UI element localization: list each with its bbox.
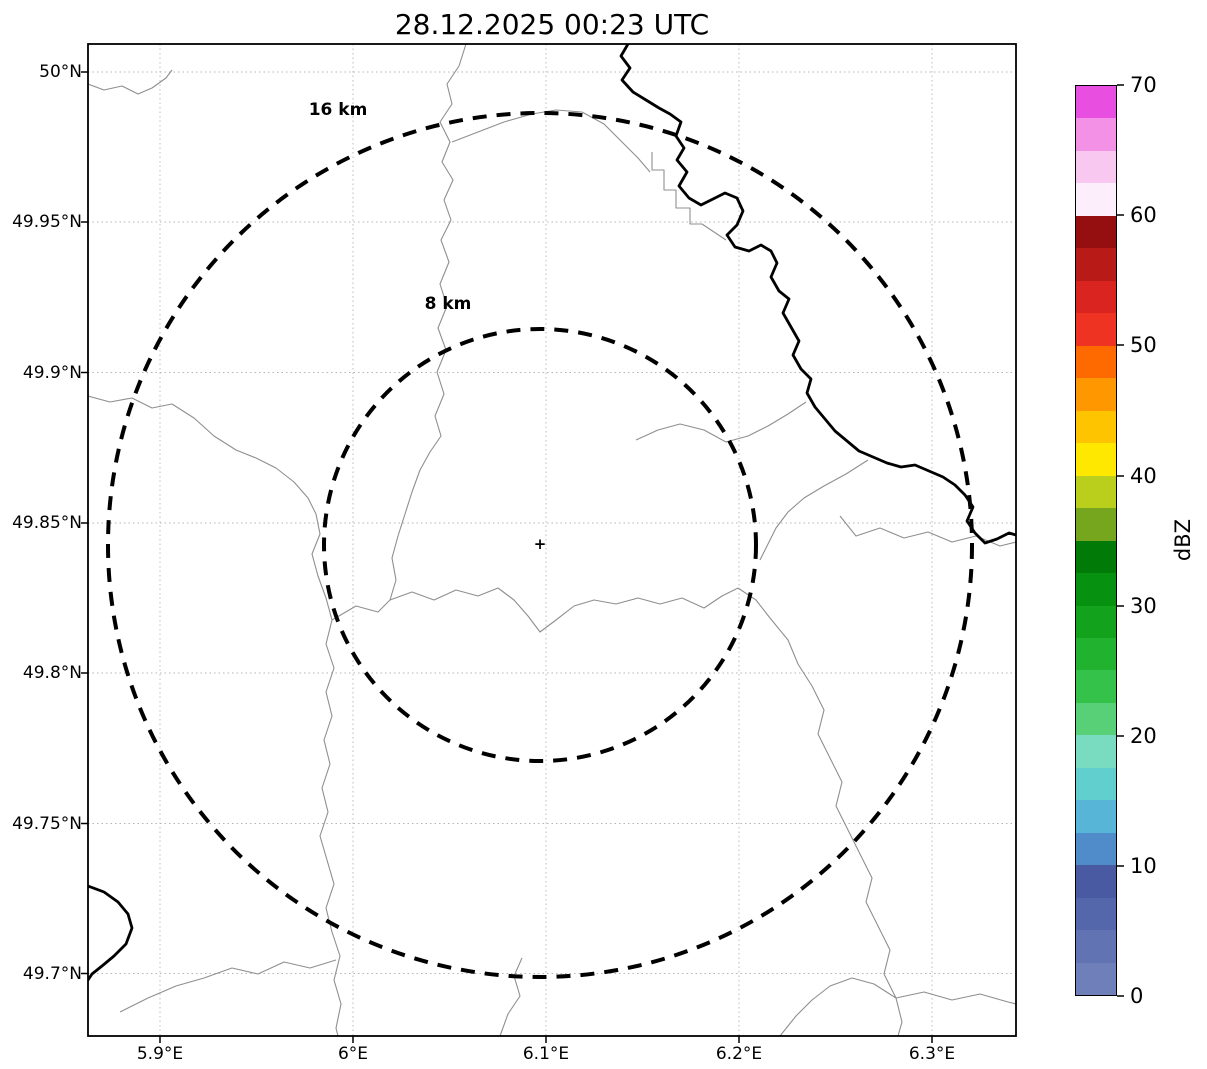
colorbar-segment bbox=[1076, 897, 1116, 931]
colorbar-segment bbox=[1076, 280, 1116, 314]
radar-site-marker: + bbox=[533, 535, 547, 553]
colorbar-segment bbox=[1076, 767, 1116, 801]
colorbar-segment bbox=[1076, 183, 1116, 216]
x-tick-label: 6.3°E bbox=[908, 1044, 956, 1064]
colorbar-segment bbox=[1076, 637, 1116, 671]
y-tick-label: 49.95°N bbox=[12, 212, 82, 232]
colorbar-segment bbox=[1076, 605, 1116, 638]
colorbar-segment bbox=[1076, 832, 1116, 866]
colorbar-gradient bbox=[1075, 85, 1117, 996]
colorbar-segment bbox=[1076, 670, 1116, 703]
colorbar-segment bbox=[1076, 86, 1116, 119]
x-tick-label: 6.1°E bbox=[522, 1044, 570, 1064]
x-tick-label: 6.2°E bbox=[715, 1044, 763, 1064]
colorbar-segment bbox=[1076, 930, 1116, 963]
y-tick-label: 49.85°N bbox=[12, 513, 82, 533]
admin-border-lines bbox=[88, 44, 1016, 1036]
colorbar-tick-label: 70 bbox=[1130, 73, 1157, 97]
plot-title: 28.12.2025 00:23 UTC bbox=[394, 8, 710, 41]
colorbar-segment bbox=[1076, 962, 1116, 996]
colorbar-segment bbox=[1076, 800, 1116, 833]
river-border-line bbox=[88, 44, 1016, 982]
colorbar-segment bbox=[1076, 702, 1116, 736]
colorbar-tick-label: 20 bbox=[1130, 724, 1157, 748]
colorbar-tick-label: 40 bbox=[1130, 464, 1157, 488]
colorbar-segment bbox=[1076, 118, 1116, 151]
range-ring-8km-label: 8 km bbox=[424, 294, 472, 314]
y-tick-label: 49.75°N bbox=[12, 813, 82, 834]
colorbar-segment bbox=[1076, 443, 1116, 476]
range-ring-16km-label: 16 km bbox=[308, 100, 368, 120]
colorbar-segment bbox=[1076, 735, 1116, 768]
colorbar-segment bbox=[1076, 540, 1116, 574]
colorbar-segment bbox=[1076, 248, 1116, 281]
colorbar-segment bbox=[1076, 410, 1116, 444]
colorbar-tick-label: 60 bbox=[1130, 203, 1157, 227]
colorbar-tick-label: 30 bbox=[1130, 594, 1157, 618]
colorbar-segment bbox=[1076, 345, 1116, 379]
y-tick-label: 50°N bbox=[39, 62, 82, 82]
y-tick-label: 49.8°N bbox=[22, 663, 82, 683]
colorbar-segment bbox=[1076, 215, 1116, 249]
x-tick-label: 6°E bbox=[337, 1044, 369, 1064]
colorbar-segment bbox=[1076, 508, 1116, 541]
colorbar-segment bbox=[1076, 573, 1116, 606]
colorbar-segment bbox=[1076, 313, 1116, 346]
y-tick-label: 49.7°N bbox=[22, 963, 82, 984]
colorbar-segment bbox=[1076, 865, 1116, 898]
colorbar-segment bbox=[1076, 378, 1116, 411]
range-ring-16km bbox=[106, 111, 974, 979]
y-tick-label: 49.9°N bbox=[22, 362, 82, 383]
colorbar-tick-marks bbox=[1117, 84, 1124, 997]
colorbar-tick-label: 0 bbox=[1130, 984, 1144, 1008]
colorbar-tick-label: 50 bbox=[1130, 333, 1157, 357]
colorbar-tick-label: 10 bbox=[1130, 854, 1157, 878]
x-tick-label: 5.9°E bbox=[136, 1044, 184, 1064]
range-ring-8km bbox=[322, 327, 758, 763]
axes-frame bbox=[87, 43, 1017, 1037]
axis-tick-marks bbox=[81, 71, 933, 1043]
colorbar-segment bbox=[1076, 150, 1116, 184]
colorbar-segment bbox=[1076, 475, 1116, 509]
colorbar-unit-label: dBZ bbox=[1171, 518, 1195, 562]
grid-lines bbox=[88, 44, 1016, 1036]
